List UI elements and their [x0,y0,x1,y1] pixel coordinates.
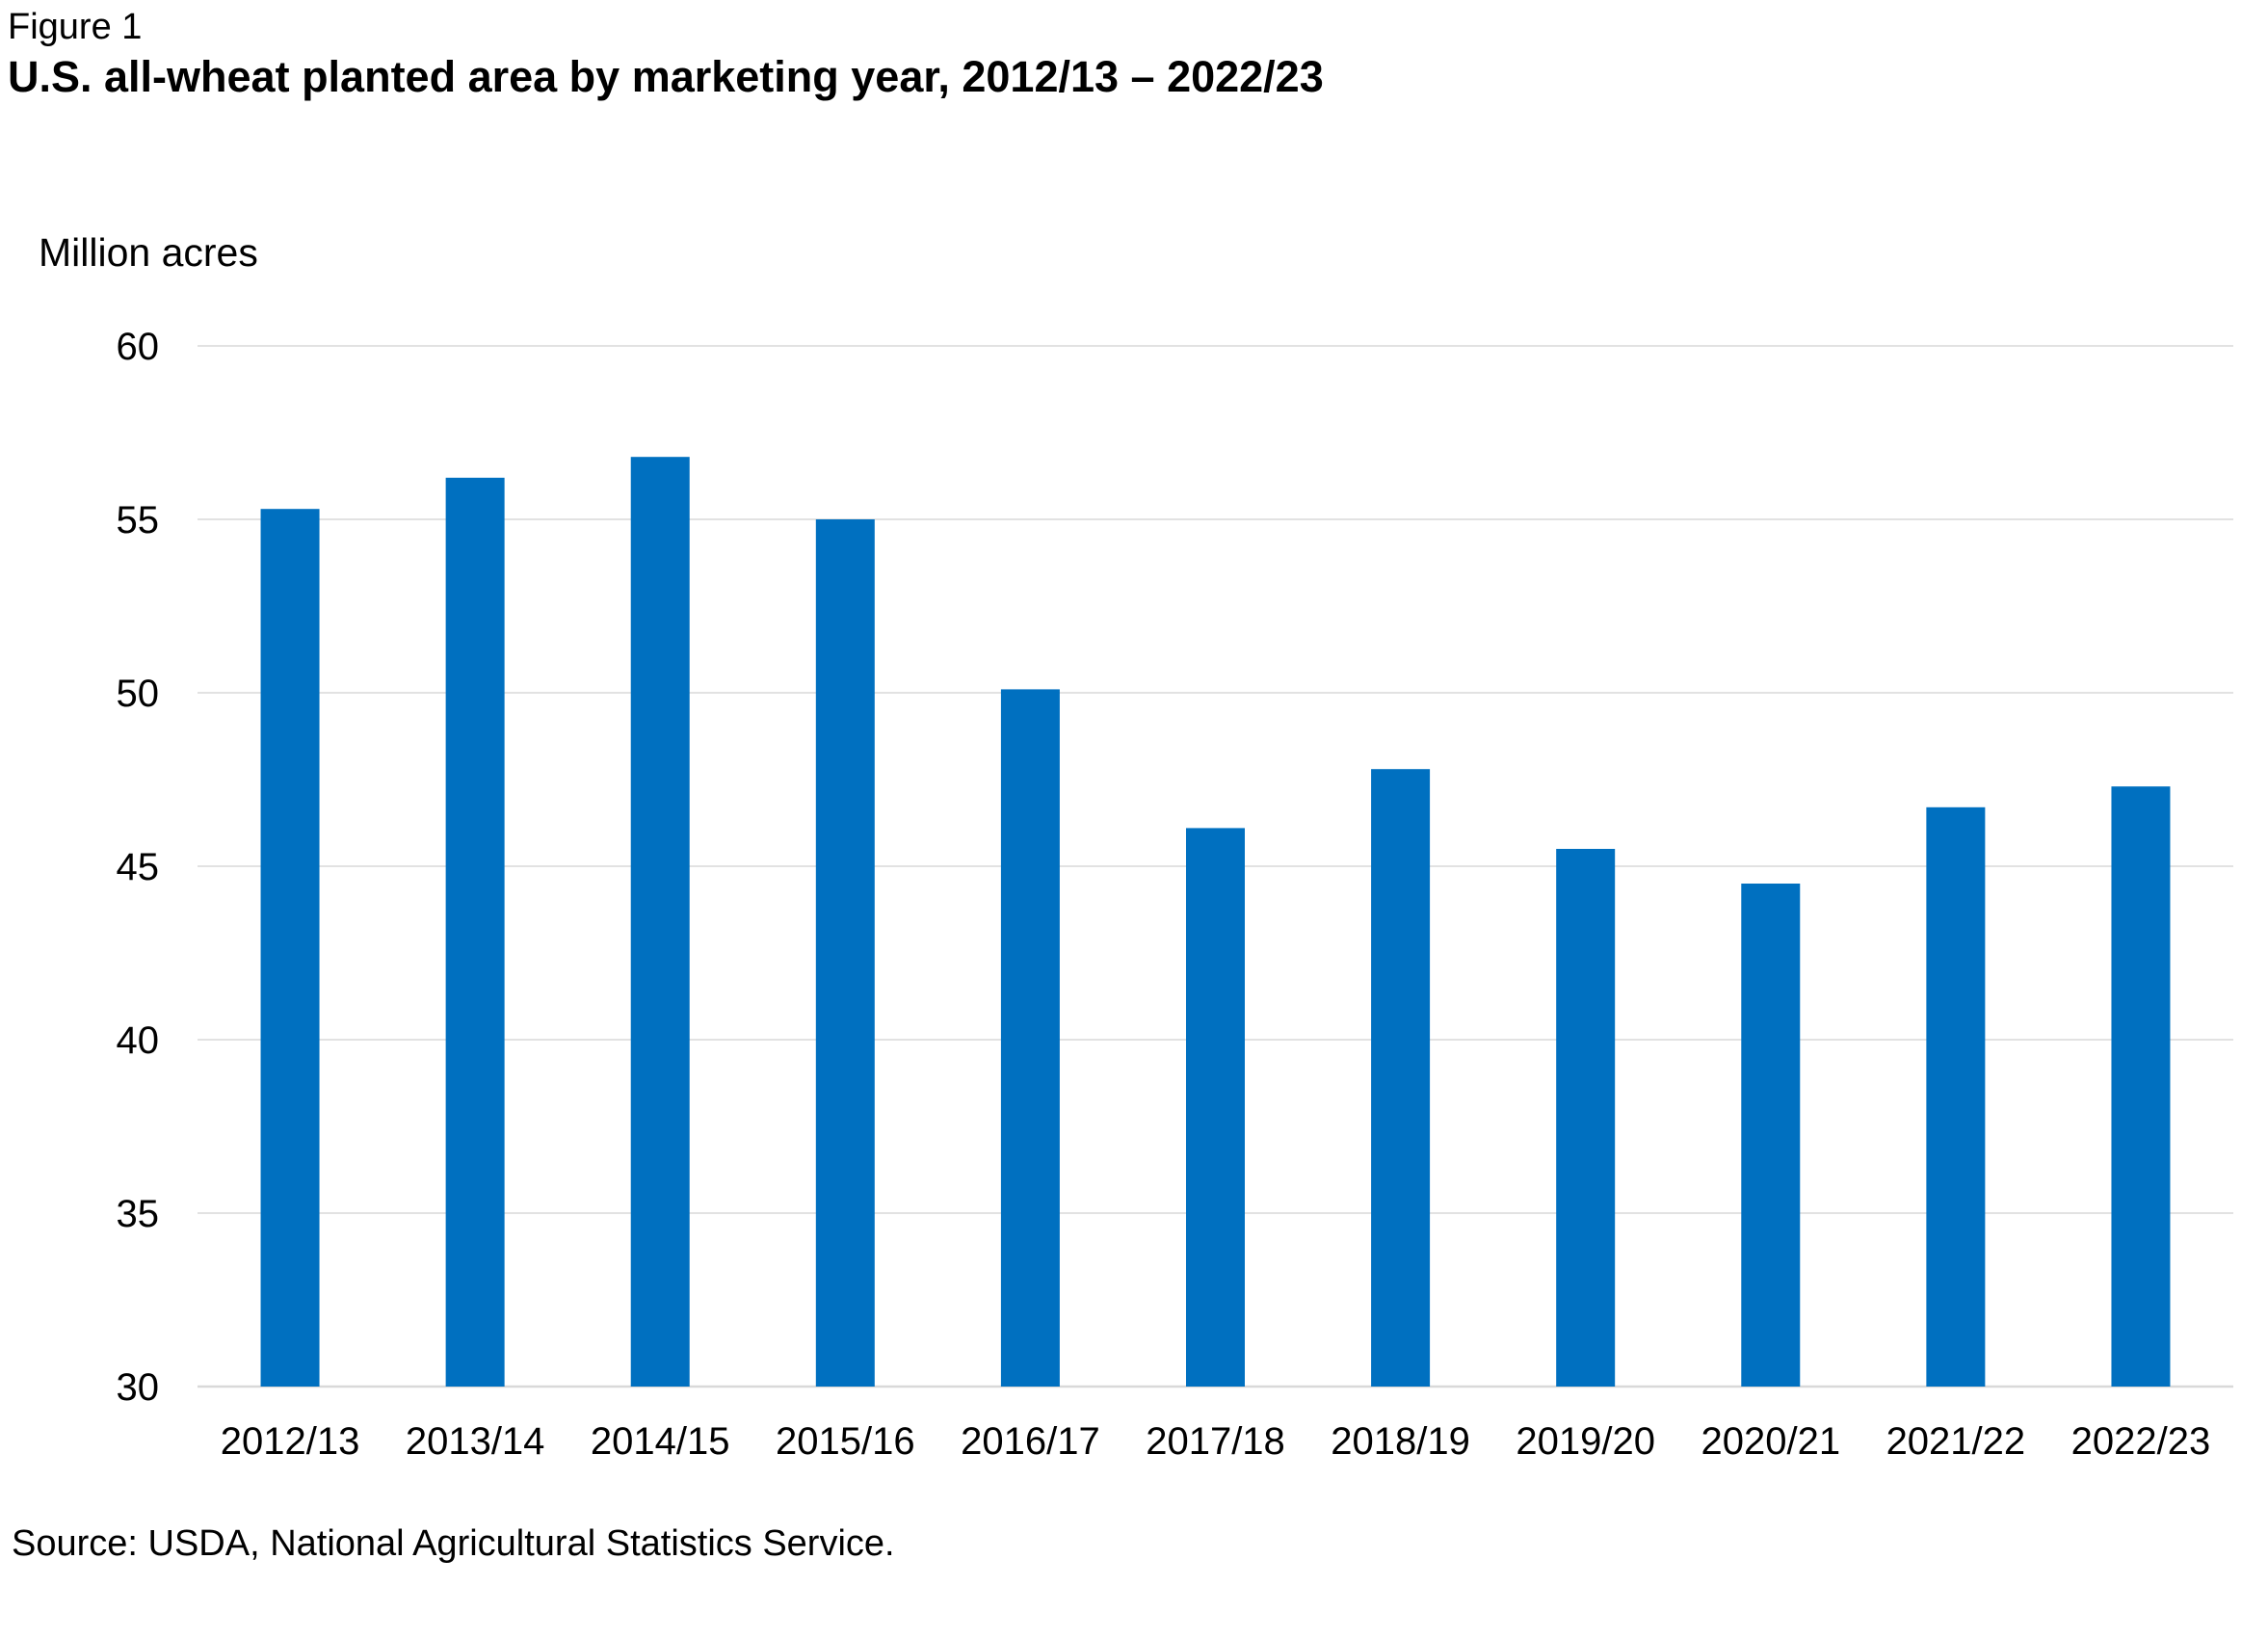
x-tick-label: 2022/23 [2071,1420,2211,1463]
bar-2020/21 [1741,884,1801,1387]
x-tick-label: 2019/20 [1516,1420,1655,1463]
y-tick-label: 45 [117,846,160,888]
bar-2012/13 [260,509,320,1387]
x-tick-label: 2017/18 [1146,1420,1285,1463]
y-axis-label: Million acres [39,230,258,275]
y-tick-label: 40 [117,1019,160,1062]
x-tick-label: 2015/16 [776,1420,915,1463]
x-tick-label: 2021/22 [1886,1420,2026,1463]
bar-2016/17 [1000,689,1060,1387]
x-tick-label: 2012/13 [221,1420,360,1463]
x-tick-labels: 2012/13 2013/14 2014/15 2015/16 2016/17 2017/… [221,1420,2211,1463]
source-note: Source: USDA, National Agricultural Stat… [12,1523,895,1564]
figure-label: Figure 1 [8,7,143,47]
y-tick-labels: 30 35 40 45 50 55 60 [117,326,160,1409]
x-tick-label: 2016/17 [961,1420,1100,1463]
bar-2021/22 [1926,806,1986,1387]
bar-2013/14 [445,477,505,1387]
bar-2018/19 [1371,769,1431,1387]
bar-2017/18 [1186,828,1245,1387]
chart-title: U.S. all-wheat planted area by marketing… [8,52,1324,101]
y-tick-label: 55 [117,499,160,542]
y-tick-label: 60 [117,326,160,368]
x-tick-label: 2014/15 [591,1420,730,1463]
bar-2015/16 [815,519,875,1387]
bar-2022/23 [2111,786,2171,1387]
bars [260,457,2171,1387]
y-tick-label: 50 [117,673,160,715]
x-tick-label: 2018/19 [1331,1420,1470,1463]
y-tick-label: 30 [117,1366,160,1409]
bar-2014/15 [630,457,690,1387]
x-tick-label: 2013/14 [406,1420,545,1463]
x-tick-label: 2020/21 [1701,1420,1840,1463]
bar-2019/20 [1556,849,1616,1387]
y-tick-label: 35 [117,1193,160,1235]
